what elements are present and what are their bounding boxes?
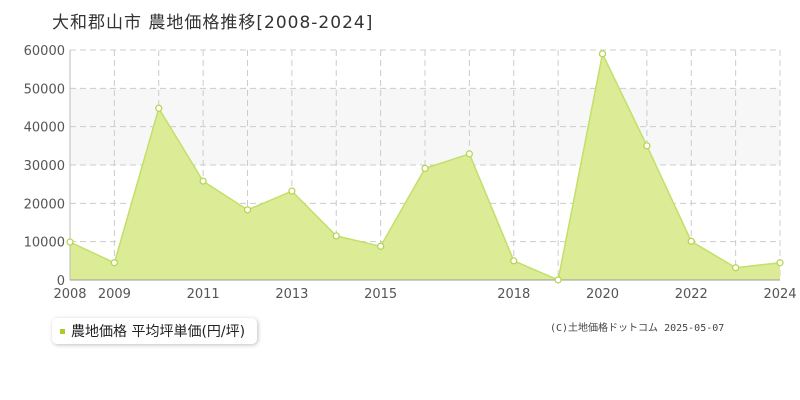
data-point: [377, 242, 385, 250]
data-point: [510, 257, 518, 265]
legend: 農地価格 平均坪単価(円/坪): [52, 318, 258, 344]
data-point: [199, 177, 207, 185]
legend-marker: [60, 328, 65, 334]
data-point: [421, 164, 429, 173]
data-point: [66, 238, 74, 246]
data-point: [687, 237, 695, 245]
area-fill: [70, 53, 780, 280]
data-point: [776, 259, 784, 267]
legend-label: 農地価格 平均坪単価(円/坪): [71, 324, 246, 340]
y-tick-label: 60000: [24, 44, 65, 59]
x-tick-label: 2009: [98, 287, 131, 302]
x-tick-label: 2008: [53, 287, 86, 302]
x-tick-label: 2015: [364, 287, 397, 302]
data-point: [155, 104, 163, 112]
x-tick-label: 2022: [675, 287, 708, 302]
x-tick-label: 2011: [187, 287, 220, 302]
x-tick-label: 2020: [586, 287, 619, 302]
data-point: [554, 276, 562, 284]
y-tick-label: 0: [57, 274, 65, 289]
y-tick-label: 40000: [24, 121, 65, 136]
y-tick-label: 10000: [24, 236, 65, 251]
x-tick-label: 2013: [275, 287, 308, 302]
data-point: [243, 206, 252, 214]
y-tick-label: 20000: [24, 197, 65, 212]
data-point: [643, 142, 651, 150]
data-point: [332, 232, 340, 240]
credit-text: (C)土地価格ドットコム 2025-05-07: [550, 323, 725, 334]
data-point: [465, 150, 473, 158]
data-point: [732, 264, 740, 272]
x-tick-label: 2018: [497, 287, 530, 302]
x-tick-label: 2024: [763, 287, 796, 302]
y-tick-label: 30000: [24, 159, 65, 174]
data-point: [598, 50, 607, 58]
chart-title: 大和郡山市 農地価格推移[2008-2024]: [52, 13, 374, 33]
data-point: [288, 187, 296, 195]
data-point: [110, 259, 118, 267]
y-tick-label: 50000: [24, 82, 65, 97]
